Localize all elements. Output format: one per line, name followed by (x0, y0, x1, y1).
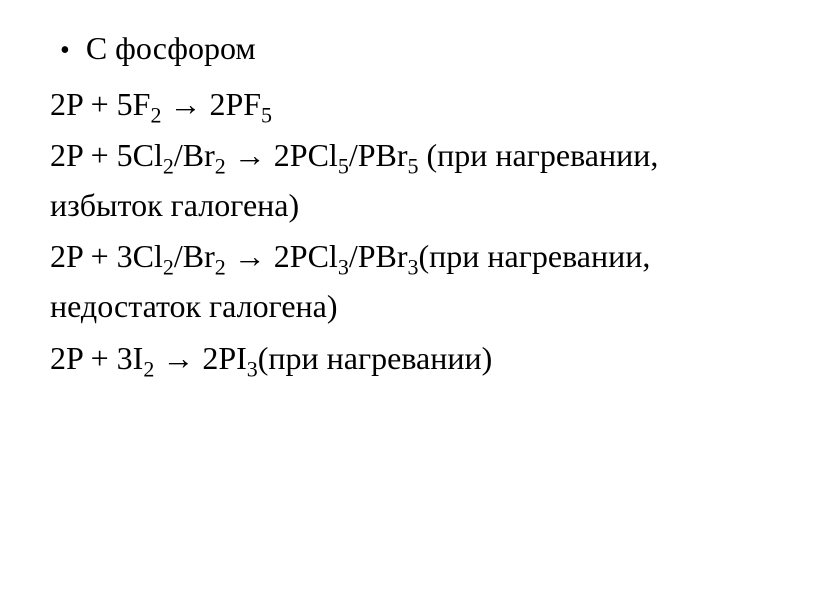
eq3-arrow: → (226, 238, 274, 274)
eq2-slash2: / (349, 137, 358, 173)
eq3-lhs-coef1: 2 (50, 238, 66, 274)
eq1-lhs-sub2: 2 (150, 102, 161, 127)
eq3-rhs-coef: 2 (274, 238, 290, 274)
eq3-lhs-sub2a: 2 (163, 255, 174, 280)
bullet-dot: • (60, 31, 70, 65)
eq3-rhs-sub-b: 3 (408, 255, 419, 280)
eq1-lhs-el1: P (66, 86, 83, 122)
bullet-heading: • С фосфором (50, 28, 766, 70)
eq3-slash: / (174, 238, 183, 274)
equation-2: 2P + 5Cl2/Br2 → 2PCl5/PBr5 (при нагреван… (50, 131, 766, 230)
eq2-lhs-el1: P (66, 137, 83, 173)
eq2-lhs-sub2b: 2 (215, 154, 226, 179)
eq4-rhs-el: PI (218, 340, 246, 376)
eq2-lhs-coef2: 5 (117, 137, 133, 173)
eq1-plus: + (83, 86, 117, 122)
eq4-note: (при нагревании) (258, 340, 492, 376)
eq3-rhs-sub-a: 3 (338, 255, 349, 280)
eq1-arrow: → (161, 86, 209, 122)
eq3-lhs-sub2b: 2 (215, 255, 226, 280)
eq4-lhs-el2: I (133, 340, 144, 376)
eq2-slash: / (174, 137, 183, 173)
eq2-rhs-coef: 2 (274, 137, 290, 173)
eq4-lhs-coef2: 3 (117, 340, 133, 376)
eq3-plus: + (83, 238, 117, 274)
eq3-lhs-coef2: 3 (117, 238, 133, 274)
eq1-lhs-el2: F (133, 86, 151, 122)
eq2-rhs-sub-b: 5 (408, 154, 419, 179)
eq2-rhs-el-a: PCl (290, 137, 338, 173)
eq2-lhs-el2b: Br (183, 137, 215, 173)
eq4-lhs-el1: P (66, 340, 83, 376)
eq3-lhs-el1: P (66, 238, 83, 274)
eq4-arrow: → (154, 340, 202, 376)
eq4-rhs-sub: 3 (247, 356, 258, 381)
equation-3: 2P + 3Cl2/Br2 → 2PCl3/PBr3(при нагревани… (50, 232, 766, 331)
eq3-rhs-el-a: PCl (290, 238, 338, 274)
eq1-rhs-sub: 5 (261, 102, 272, 127)
heading-text: С фосфором (86, 28, 256, 70)
eq4-lhs-sub2: 2 (143, 356, 154, 381)
eq2-plus: + (83, 137, 117, 173)
eq4-lhs-coef1: 2 (50, 340, 66, 376)
eq2-rhs-el-b: PBr (358, 137, 408, 173)
eq2-arrow: → (226, 137, 274, 173)
eq2-lhs-coef1: 2 (50, 137, 66, 173)
eq3-lhs-el2b: Br (183, 238, 215, 274)
equation-1: 2P + 5F2 → 2PF5 (50, 80, 766, 130)
eq2-lhs-sub2a: 2 (163, 154, 174, 179)
eq3-slash2: / (349, 238, 358, 274)
eq1-lhs-coef1: 2 (50, 86, 66, 122)
eq4-plus: + (83, 340, 117, 376)
eq1-rhs-coef: 2 (209, 86, 225, 122)
equation-4: 2P + 3I2 → 2PI3(при нагревании) (50, 334, 766, 384)
eq2-lhs-el2a: Cl (133, 137, 163, 173)
eq2-rhs-sub-a: 5 (338, 154, 349, 179)
eq3-lhs-el2a: Cl (133, 238, 163, 274)
eq1-lhs-coef2: 5 (117, 86, 133, 122)
eq1-rhs-el: PF (225, 86, 261, 122)
eq3-rhs-el-b: PBr (358, 238, 408, 274)
eq4-rhs-coef: 2 (202, 340, 218, 376)
